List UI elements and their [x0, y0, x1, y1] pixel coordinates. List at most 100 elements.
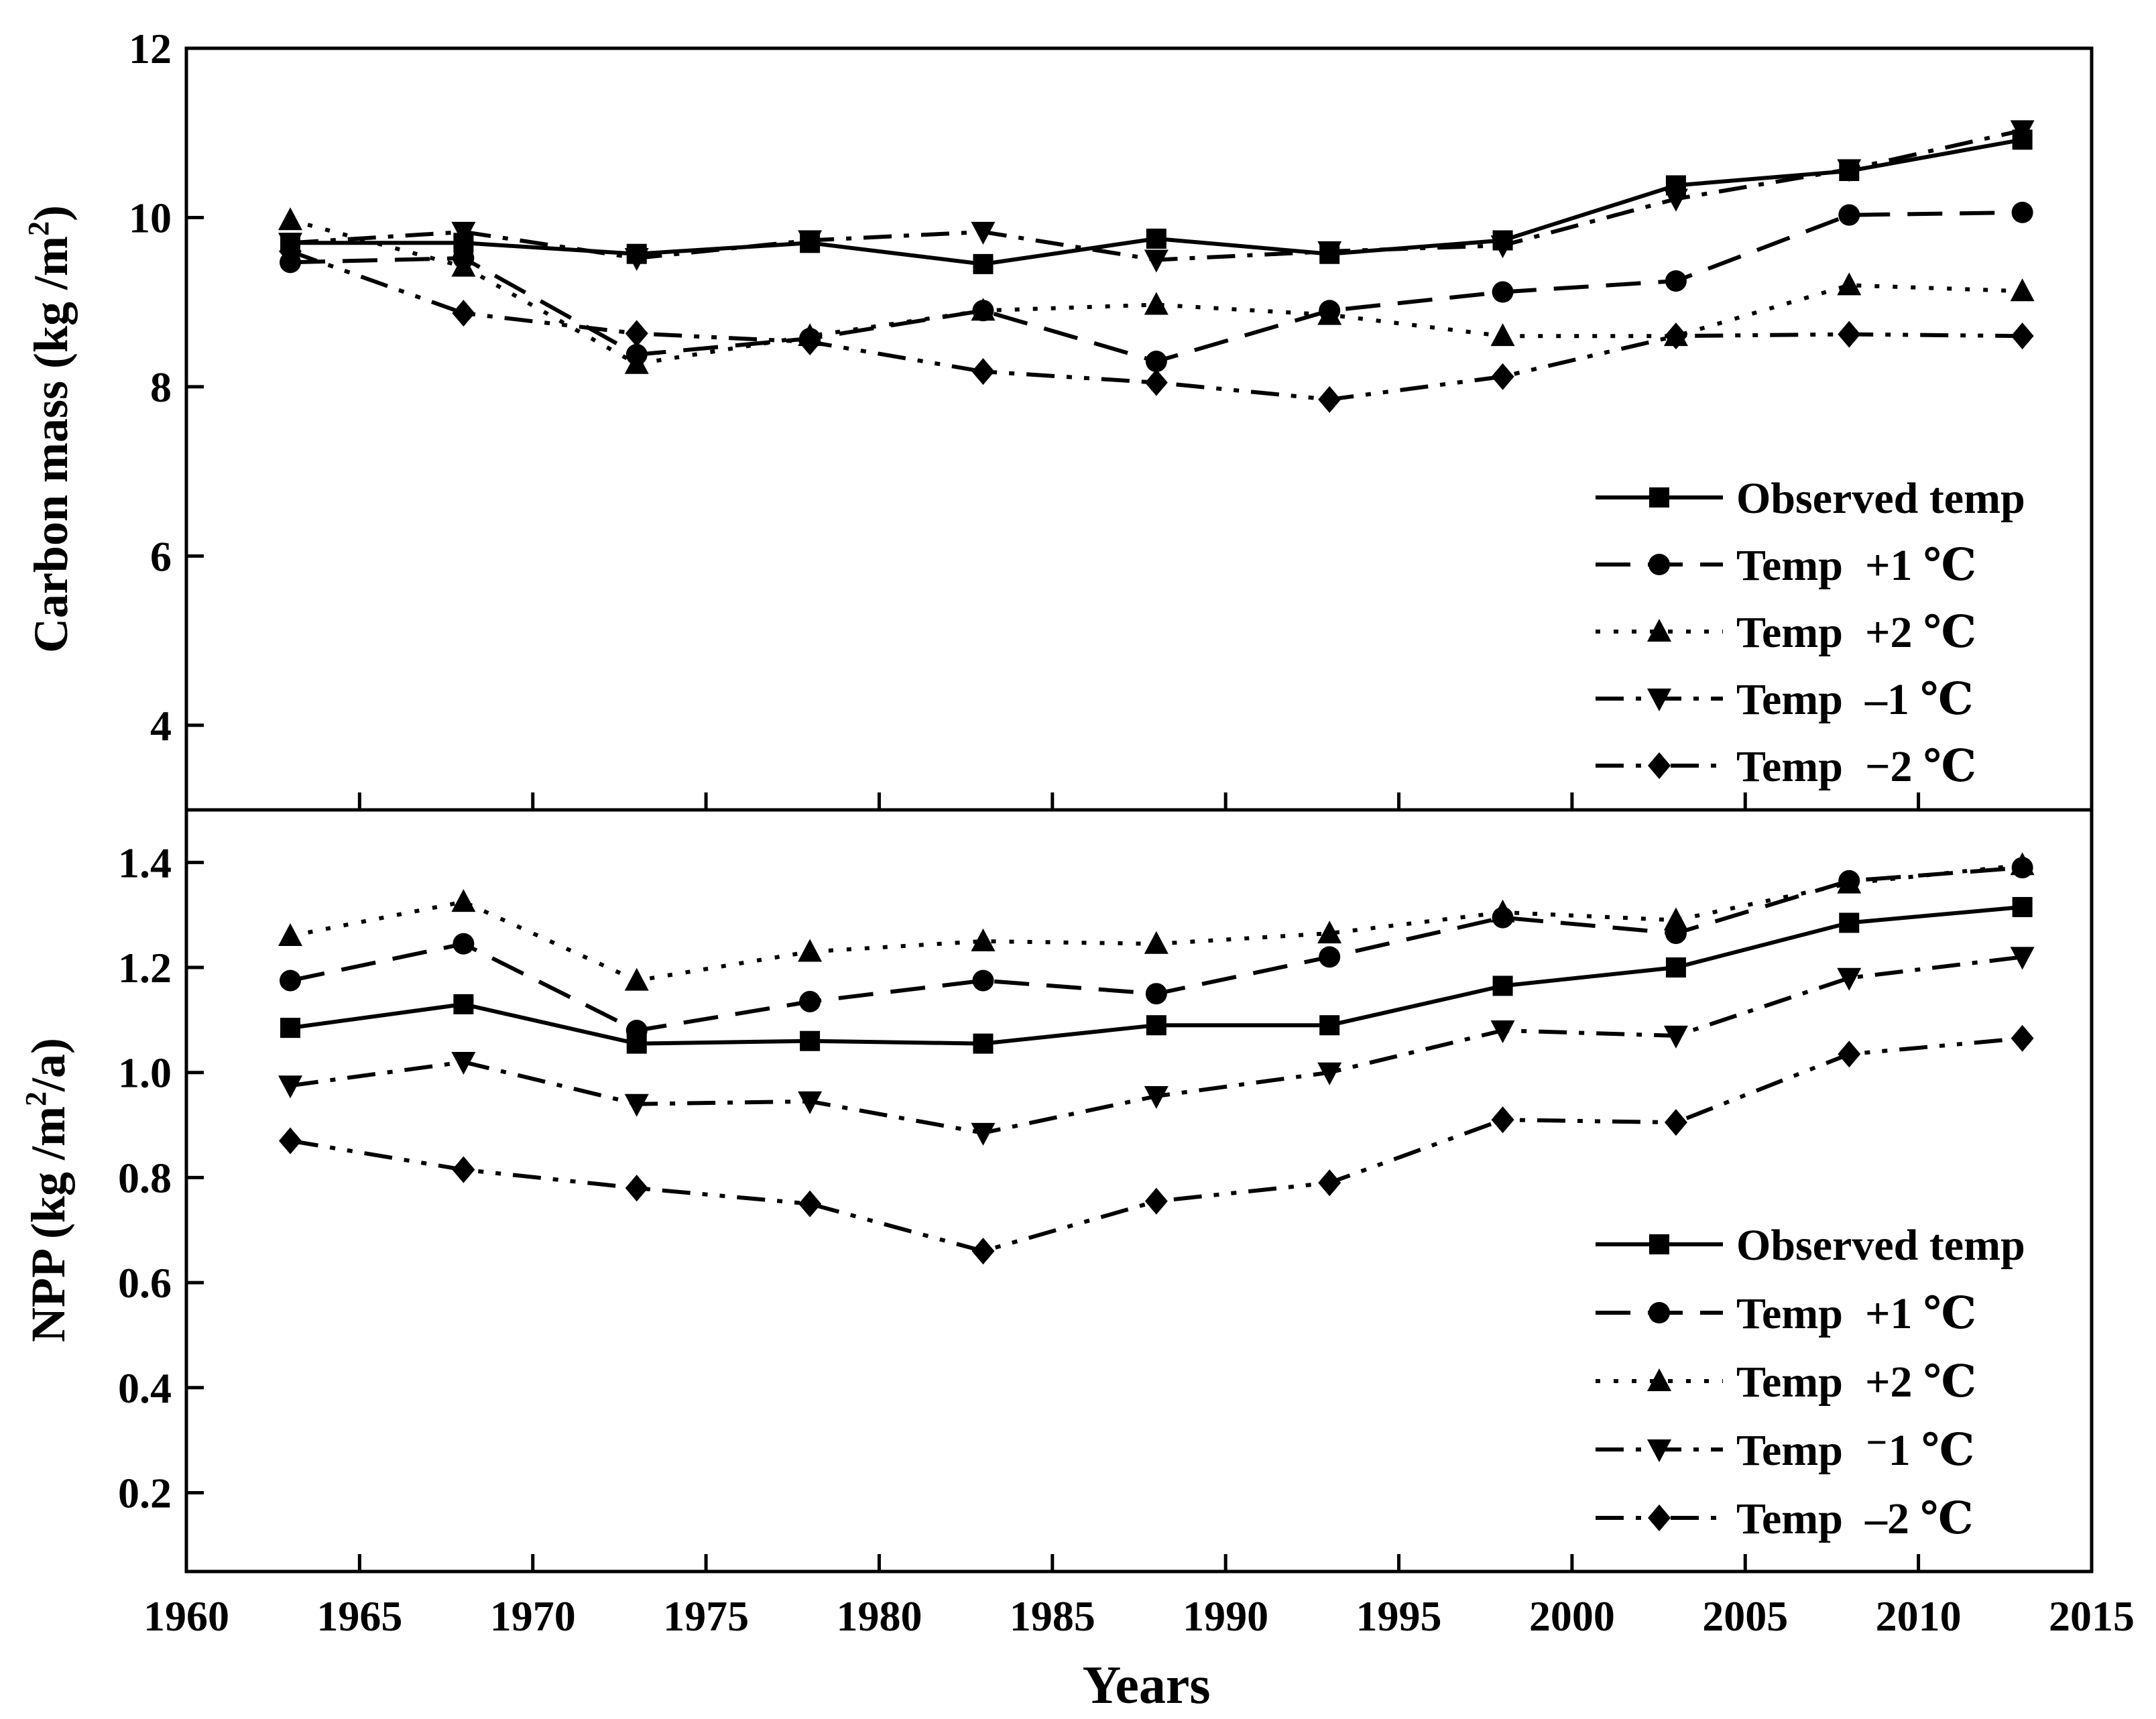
npp-series-temp-1-point	[1490, 1020, 1515, 1044]
npp-series-temp-1-point	[280, 969, 302, 992]
npp-series-temp-1-point	[1317, 1062, 1342, 1085]
npp-series-temp-2-point	[1144, 931, 1169, 954]
npp-legend-marker	[1647, 1368, 1671, 1391]
carbon-mass-series-temp-1-point	[624, 248, 649, 272]
npp-series-observed-temp-point	[453, 994, 474, 1014]
carbon-mass-series-temp-2-point	[798, 328, 822, 355]
npp-series-temp-2-point	[452, 1156, 475, 1183]
carbon-mass-legend-label: Observed temp	[1736, 474, 2025, 523]
npp-series-temp-1-point	[625, 1020, 648, 1042]
npp-series-temp-2-point	[798, 1190, 822, 1218]
carbon-mass-legend-marker	[1647, 619, 1671, 642]
npp-series-observed-temp-point	[280, 1018, 301, 1039]
carbon-mass-series-temp-1-point	[1837, 159, 1862, 182]
npp-axis-title-sup: 2	[19, 1091, 52, 1106]
npp-series-temp-1-point	[972, 969, 994, 992]
carbon-mass-series-observed-temp-point	[973, 253, 994, 274]
carbon-mass-series-temp-1-point	[1490, 235, 1515, 259]
npp-series-temp-2-point	[1318, 1169, 1341, 1197]
carbon-mass-series-temp-2-point	[1491, 363, 1514, 390]
npp-series-temp-1-point	[1319, 946, 1341, 968]
npp-series-observed-temp-point	[1839, 912, 1860, 933]
carbon-mass-series-temp-2-point	[971, 358, 995, 386]
carbon-mass-series-temp-2-point	[625, 320, 648, 347]
carbon-mass-series-temp-1-point	[1145, 351, 1167, 373]
carbon-mass-axis-title-main: Carbon mass (kg /m	[24, 236, 78, 653]
npp-legend-item: Temp +2 ℃	[1596, 1358, 1976, 1407]
npp-series-temp-1-point	[2010, 947, 2035, 970]
x-tick-label: 2010	[1876, 1592, 1962, 1640]
carbon-mass-legend-marker	[1649, 487, 1669, 508]
npp-series-observed-temp-point	[1319, 1015, 1340, 1036]
npp-series-temp-2-point	[1491, 1106, 1514, 1134]
carbon-mass-y-tick-label: 6	[150, 532, 172, 580]
carbon-mass-series-temp-1-point	[1492, 281, 1514, 303]
carbon-mass-series-temp-2-point	[971, 298, 996, 321]
npp-axis-title-tail: /a)	[21, 1038, 75, 1092]
carbon-mass-series-temp-2-point	[2010, 278, 2035, 302]
npp-axis-title: NPP (kg /m2/a)	[19, 1038, 75, 1342]
carbon-mass-series-temp-1-point	[1665, 270, 1687, 292]
carbon-mass-series-temp-1-point	[1663, 188, 1688, 212]
npp-series-temp-2-point	[625, 1175, 648, 1202]
x-tick-label: 1985	[1010, 1592, 1095, 1640]
x-axis-title: Years	[1082, 1656, 1210, 1715]
npp-y-tick-label: 1.0	[118, 1049, 172, 1097]
carbon-mass-y-tick-label: 4	[150, 702, 172, 750]
npp-series-temp-1-point	[799, 990, 821, 1012]
carbon-mass-series-temp-2-point	[278, 207, 303, 231]
npp-series-observed-temp-point	[1665, 957, 1686, 978]
npp-series-temp-1-point	[453, 933, 475, 955]
npp-series-temp-2	[279, 1024, 2034, 1265]
npp-y-tick-label: 1.2	[118, 944, 172, 992]
carbon-mass-y-tick-label: 10	[129, 194, 172, 241]
carbon-mass-series-temp-1-point	[1144, 249, 1169, 273]
carbon-mass-legend-label: Temp +1 ℃	[1736, 541, 1976, 590]
npp-legend-item: Temp ⁻1 ℃	[1596, 1426, 1974, 1475]
npp-legend-label: Temp –2 ℃	[1736, 1494, 1974, 1543]
npp-y-tick-label: 1.4	[118, 839, 172, 886]
carbon-mass-y-tick-label: 12	[129, 25, 172, 72]
npp-series-temp-2-point	[1837, 870, 1862, 894]
npp-series-temp-2-point	[278, 923, 303, 947]
npp-series-observed-temp-point	[800, 1030, 821, 1051]
carbon-mass-series-temp-1-point	[451, 221, 476, 245]
carbon-mass-series-temp-2-point	[2011, 322, 2034, 350]
carbon-mass-series-temp-2-point	[1490, 323, 1515, 347]
carbon-mass-series-temp-1-point	[1838, 204, 1860, 226]
carbon-mass-legend-label: Temp −2 ℃	[1736, 742, 1976, 791]
npp-series-temp-2-point	[1664, 1109, 1687, 1136]
carbon-mass-legend-label: Temp –1 ℃	[1736, 675, 1974, 724]
carbon-mass-legend-item: Temp −2 ℃	[1596, 742, 1976, 791]
npp-series-temp-2-point	[1663, 907, 1688, 931]
x-tick-label: 1995	[1356, 1592, 1442, 1640]
npp-legend-label: Observed temp	[1736, 1221, 2025, 1270]
npp-series-temp-1-point	[451, 1052, 476, 1075]
carbon-mass-series-temp-2-point	[452, 300, 475, 327]
npp-legend-label: Temp +2 ℃	[1736, 1358, 1976, 1407]
npp-legend-marker	[1648, 1504, 1671, 1531]
carbon-mass-series-temp-2-point	[1317, 302, 1342, 325]
carbon-mass-legend-label: Temp +2 ℃	[1736, 608, 1976, 657]
npp-panel: 0.2 0.4 0.6 0.8 1.0 1.2 1.4 1960 1965 1970 1975 19…	[19, 808, 2135, 1640]
npp-series-observed-temp-point	[1492, 975, 1513, 996]
npp-series-temp-2-point	[279, 1127, 302, 1154]
carbon-mass-series-temp-2-point	[1838, 320, 1861, 348]
npp-series-temp-2-point	[2011, 1024, 2034, 1052]
npp-series-temp-1-point	[624, 1093, 649, 1117]
npp-series-temp-2	[278, 852, 2035, 991]
npp-series-temp-2-point	[1144, 1187, 1168, 1215]
npp-y-tick-label: 0.4	[118, 1364, 172, 1412]
x-tick-label: 2005	[1702, 1592, 1788, 1640]
x-tick-label: 1960	[143, 1592, 229, 1640]
carbon-mass-series-temp-1-point	[1317, 241, 1342, 264]
npp-series-observed-temp-point	[973, 1033, 994, 1054]
carbon-mass-series-temp-2-point	[279, 237, 302, 265]
carbon-mass-series-temp-2-point	[1664, 322, 1687, 350]
carbon-mass-legend-item: Temp –1 ℃	[1596, 675, 1974, 724]
carbon-mass-axis-title-sup: 2	[22, 221, 55, 236]
carbon-mass-series-temp-1-point	[971, 221, 996, 245]
npp-plot-frame	[184, 808, 2094, 1574]
npp-series-temp-2-point	[1490, 899, 1515, 923]
